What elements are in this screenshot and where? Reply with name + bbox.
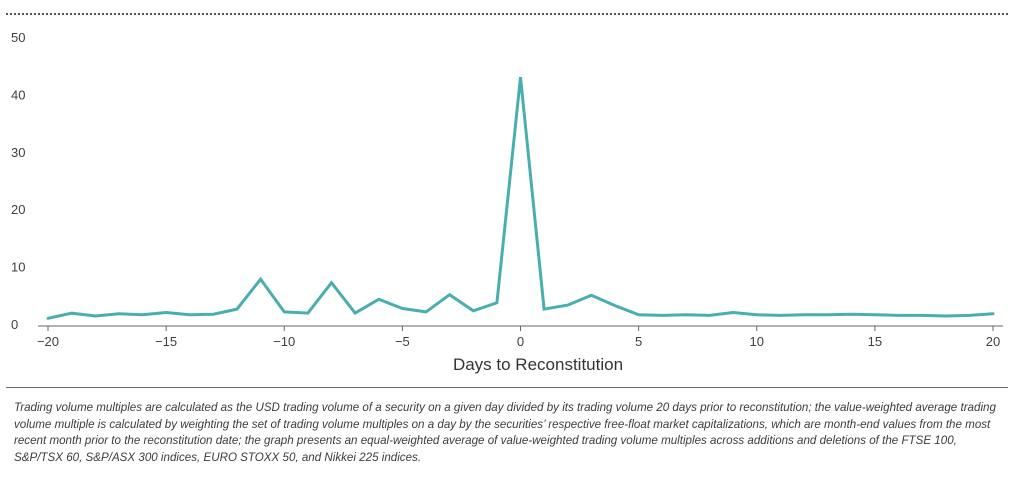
data-points: [47, 77, 994, 319]
x-axis-label: Days to Reconstitution: [453, 355, 623, 374]
bottom-rule: [6, 387, 1008, 388]
x-tick-label: 0: [517, 334, 524, 349]
y-tick-label: 50: [11, 30, 25, 45]
top-dotted-rule: [6, 13, 1008, 15]
x-tick-label: 20: [986, 334, 1000, 349]
x-tick-label: −5: [395, 334, 410, 349]
y-axis: 0 10 20 30 40 50: [11, 30, 25, 332]
footnote: Trading volume multiples are calculated …: [14, 401, 996, 464]
line-chart: 0 10 20 30 40 50 −20 −15 −10 −5 0 5 10 15 20 Days to …: [11, 30, 1003, 374]
x-tick-label: −15: [155, 334, 177, 349]
y-tick-label: 30: [11, 145, 25, 160]
y-tick-label: 40: [11, 87, 25, 102]
y-tick-label: 0: [11, 317, 18, 332]
x-axis: −20 −15 −10 −5 0 5 10 15 20: [37, 325, 1003, 349]
y-tick-label: 20: [11, 202, 25, 217]
y-tick-label: 10: [11, 260, 25, 275]
x-tick-label: 5: [635, 334, 642, 349]
x-tick-label: −20: [37, 334, 59, 349]
x-tick-label: −10: [273, 334, 295, 349]
x-tick-label: 15: [868, 334, 882, 349]
x-tick-label: 10: [750, 334, 764, 349]
series-line: [46, 77, 995, 320]
